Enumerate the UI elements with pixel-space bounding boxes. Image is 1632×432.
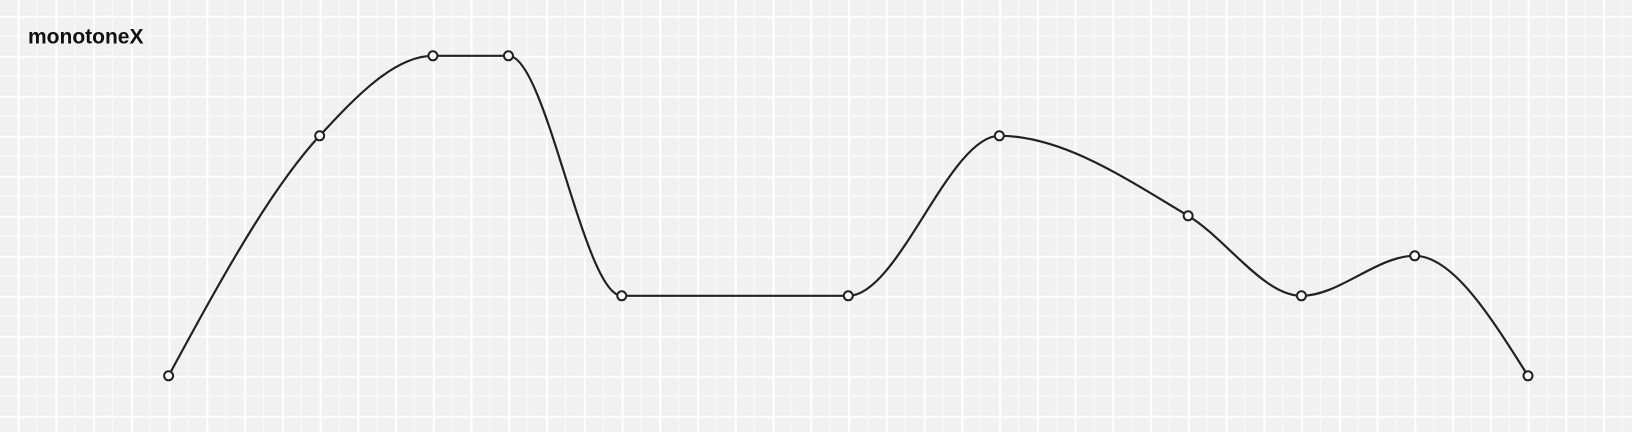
point [842,290,854,302]
point [502,50,514,62]
point [1295,290,1307,302]
point [163,370,175,382]
point [1522,370,1534,382]
point [314,130,326,142]
point [1409,250,1421,262]
point [993,130,1005,142]
line [167,54,1529,377]
point [427,50,439,62]
point [616,290,628,302]
point [1182,210,1194,222]
chart-title: monotoneX [28,26,144,49]
